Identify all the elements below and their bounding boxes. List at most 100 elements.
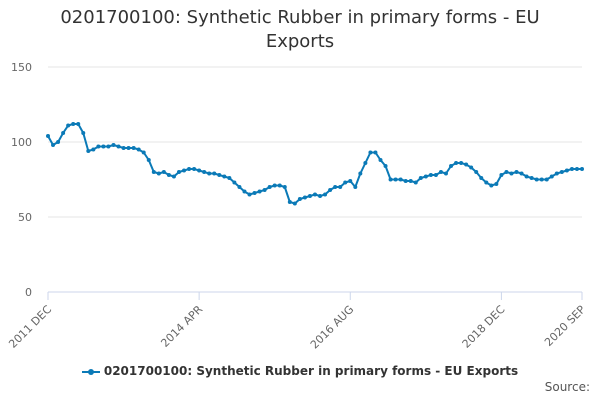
data-point [131,146,136,150]
data-point [454,161,459,165]
data-point [151,170,156,174]
y-axis: 0 50 100 150 [11,61,32,299]
data-point [539,177,544,182]
data-point [161,170,166,174]
data-point [232,180,237,185]
gridlines [48,66,582,218]
x-tick-label: 2020 SEP [542,303,588,349]
data-point [76,122,81,126]
data-point [418,176,423,180]
data-point [136,147,141,152]
data-point [81,131,86,135]
data-point [428,173,433,177]
data-point [197,168,202,173]
data-point [433,173,438,177]
data-point [101,144,106,149]
data-point [388,177,393,182]
data-point [499,173,504,177]
data-point [343,180,348,185]
data-point [534,177,539,182]
data-point [156,171,161,176]
data-point [171,174,176,179]
data-point [176,170,181,174]
data-point [192,167,197,171]
series-line [47,123,583,205]
legend-swatch-icon [81,367,100,377]
data-point [116,144,121,149]
data-point [549,174,554,179]
data-point [474,170,479,174]
x-tick-label: 2011 DEC [6,303,54,351]
data-point [413,180,418,185]
data-point [504,170,509,174]
data-point [182,168,187,173]
data-point [252,191,257,195]
data-point [71,122,76,126]
data-point [484,180,489,185]
data-point [166,173,171,177]
data-point [141,150,146,155]
data-point [494,182,499,186]
data-point [262,188,267,192]
x-tick-label: 2016 AUG [308,303,357,352]
data-point [333,185,338,189]
data-point [529,176,534,180]
data-point [187,167,192,171]
data-point [524,174,529,179]
data-point [398,177,403,182]
data-point [267,185,272,189]
y-tick-label: 150 [11,61,32,74]
data-point [207,171,212,176]
x-tick-label: 2018 DEC [460,303,508,351]
data-point [489,183,494,188]
data-point [363,161,368,165]
data-point [449,164,454,168]
data-point [393,177,398,182]
data-point [514,170,519,174]
data-point [569,167,574,171]
data-point [126,146,131,150]
legend-label: 0201700100: Synthetic Rubber in primary … [103,364,519,378]
data-point [383,164,388,168]
data-point [227,176,232,180]
data-point [247,192,252,197]
data-point [212,171,217,176]
data-point [202,170,207,174]
series-line-group [46,122,584,206]
data-point [277,183,282,188]
data-point [464,162,469,167]
data-point [378,158,383,162]
data-point [91,147,96,152]
data-point [368,150,373,155]
data-point [237,185,242,189]
data-point [348,179,353,183]
data-point [96,144,101,149]
data-point [287,200,292,204]
data-point [146,158,151,162]
data-point [282,185,287,189]
data-point [328,188,333,192]
data-point [519,171,524,176]
data-point [121,146,126,150]
data-point [443,171,448,176]
data-point [469,165,474,170]
credits[interactable]: Source: [544,380,590,394]
y-tick-label: 100 [11,136,32,149]
data-point [297,197,302,201]
data-point [323,192,328,197]
data-point [353,185,358,189]
data-point [242,189,247,194]
x-axis: 2011 DEC 2014 APR 2016 AUG 2018 DEC 2020 SEP [6,291,588,352]
data-point [459,161,464,165]
data-point [61,131,66,135]
legend[interactable]: 0201700100: Synthetic Rubber in primary … [0,364,600,378]
data-point [554,171,559,176]
data-point [46,134,50,138]
chart-title: 0201700100: Synthetic Rubber in primary … [60,7,540,52]
data-point [302,195,307,200]
y-tick-label: 50 [18,211,32,224]
data-point [292,201,297,206]
data-point [564,168,569,173]
data-point [479,176,484,180]
